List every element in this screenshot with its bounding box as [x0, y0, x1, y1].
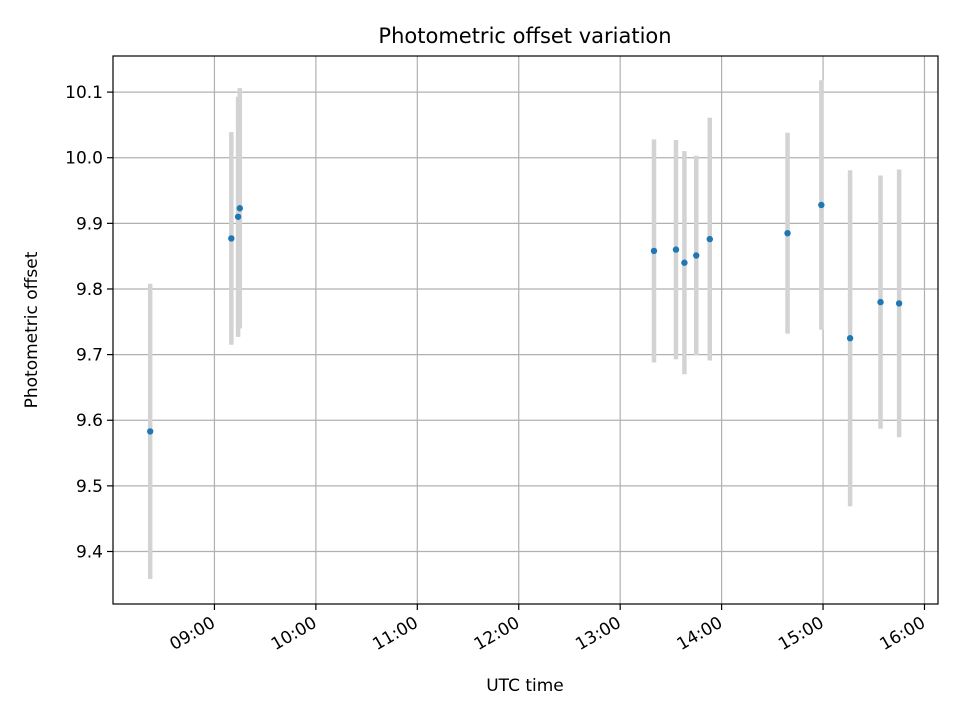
data-point	[146, 428, 154, 435]
data-points	[146, 201, 903, 435]
data-point	[650, 247, 658, 255]
y-tick-label: 9.7	[76, 346, 103, 366]
data-point	[818, 201, 825, 209]
data-point	[846, 335, 854, 342]
y-tick-label: 9.6	[76, 411, 103, 431]
data-point	[895, 300, 903, 307]
data-point	[706, 235, 713, 243]
y-tick-label: 10.1	[65, 83, 103, 103]
y-tick-label: 9.9	[76, 214, 103, 234]
data-point	[236, 205, 243, 212]
plot-area-frame	[112, 55, 939, 605]
data-point	[784, 229, 791, 237]
y-tick-label: 9.5	[76, 477, 103, 497]
data-point	[693, 252, 700, 259]
y-axis-label: Photometric offset	[22, 251, 42, 408]
y-tick-label: 9.8	[76, 280, 103, 300]
data-point	[228, 235, 235, 242]
chart-title: Photometric offset variation	[378, 24, 671, 48]
data-point	[234, 213, 242, 220]
grid	[113, 56, 938, 604]
x-axis-label: UTC time	[486, 676, 564, 696]
y-axis-ticks: 9.4 9.5 9.6 9.7 9.8 9.9 10.0 10.1	[65, 83, 113, 562]
y-tick-label: 9.4	[76, 542, 103, 562]
data-point	[681, 259, 688, 266]
y-tick-label: 10.0	[65, 149, 103, 169]
data-point	[877, 298, 884, 306]
data-point	[672, 246, 680, 253]
